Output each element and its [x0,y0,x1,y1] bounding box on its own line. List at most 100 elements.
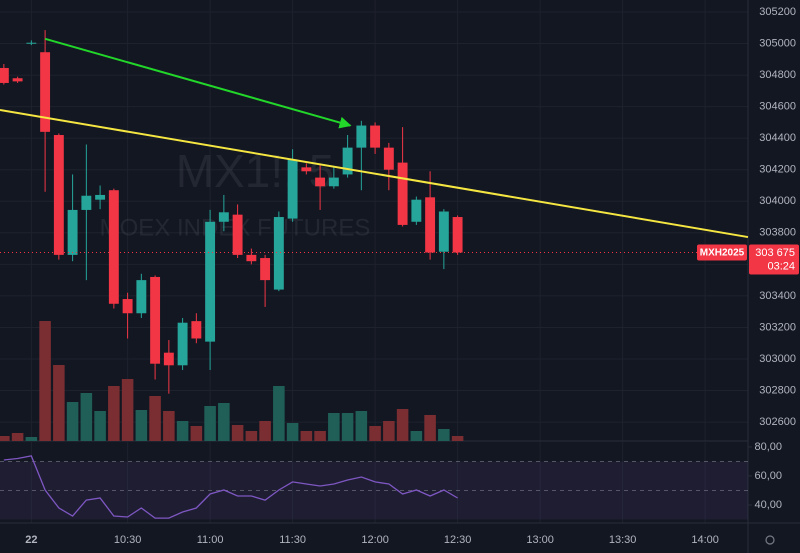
settings-icon-ring [765,535,775,545]
candle-body [438,211,449,252]
candle-body [53,135,64,255]
countdown-label: 03:24 [767,260,795,272]
x-tick-label: 12:30 [444,534,472,546]
candle-body [177,322,188,366]
candle-body [246,254,257,262]
candle-body [205,221,216,342]
y-tick-label: 304600 [759,101,796,113]
rsi-band [0,461,748,520]
candle-body [383,147,394,170]
y-tick-label: 304000 [759,195,796,207]
y-tick-label: 302800 [759,384,796,396]
y-tick-label: 303200 [759,321,796,333]
x-tick-label: 13:00 [526,534,554,546]
candle-body [315,177,326,187]
volume-bar [314,431,326,441]
rsi-tick-label: 60,00 [754,470,782,482]
volume-bar [176,421,189,441]
volume-bar [25,437,38,441]
volume-bar [190,426,203,441]
volume [0,321,464,441]
volume-bar [11,433,24,441]
candle-body [356,125,367,148]
volume-bar [286,423,299,441]
candle-body [273,217,284,290]
candle-body [40,52,51,132]
y-tick-label: 303000 [759,353,796,365]
candle-body [108,190,119,304]
x-tick-label: 10:30 [114,534,142,546]
last-price-box [749,244,799,275]
volume-bar [121,379,134,441]
volume-bar [94,411,106,441]
volume-bar [328,413,340,441]
candle-body [287,159,298,219]
x-tick-label: 13:30 [609,534,637,546]
y-tick-label: 305000 [759,37,796,49]
candle-body [81,195,92,210]
volume-bar [383,421,395,441]
rsi-tick-label: 40,00 [754,499,782,511]
volume-bar [451,436,464,441]
volume-bar [410,431,423,441]
volume-bar [80,393,93,441]
x-tick-label: 11:30 [279,534,306,546]
symbol-box [697,244,747,261]
volume-bar [245,431,258,441]
volume-bar [355,411,368,441]
candle-body [260,258,271,281]
volume-bar [218,403,230,441]
volume-bar [66,402,79,441]
volume-bar [108,386,120,441]
x-tick-label: 11:00 [197,534,224,546]
volume-bar [259,421,271,441]
candle-body [12,78,23,82]
candle-body [136,280,147,314]
volume-bar [341,413,354,441]
volume-bar [0,436,10,441]
rsi-line [3,455,458,519]
y-tick-label: 304800 [759,69,796,81]
y-tick-label: 305200 [759,6,796,18]
candle-body [232,214,243,255]
volume-bar [424,415,436,441]
candle-body [67,209,78,255]
candle-body [95,194,106,200]
volume-bar [438,429,450,441]
candle-body [163,352,174,366]
candle-body [370,125,381,148]
y-tick-label: 303800 [759,227,796,239]
symbol-label: MXH2025 [700,248,745,259]
candle-body [342,147,353,175]
candle-body [0,67,9,83]
volume-bar [231,425,244,441]
candle-body [452,217,463,253]
trend-arrow [44,37,352,129]
candle-body [218,212,229,222]
volume-bar [300,431,313,441]
y-tick-label: 304200 [759,164,796,176]
volume-bar [163,411,175,441]
candle-body [425,197,436,253]
candle-body [411,199,422,222]
candle-body [150,276,161,364]
volume-bar [149,396,161,441]
candle-body [301,167,312,172]
y-tick-label: 302600 [759,416,796,428]
y-tick-label: 304400 [759,132,796,144]
x-tick-label: 12:00 [361,534,389,546]
candle-body [26,42,37,44]
candle-body [191,321,202,339]
candle-body [397,162,408,225]
volume-bar [396,409,409,441]
settings-icon[interactable] [765,535,775,545]
y-tick-label: 303400 [759,290,796,302]
candle-body [328,177,339,187]
x-tick-label: 14:00 [691,534,719,546]
rsi-tick-label: 80,00 [754,441,782,453]
trend-line [0,108,749,239]
volume-bar [369,426,381,441]
candle-body [122,299,133,314]
